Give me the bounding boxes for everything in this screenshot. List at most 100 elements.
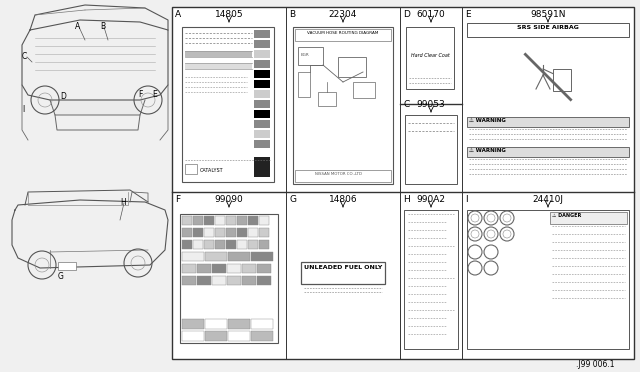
Text: H: H	[403, 195, 410, 204]
Bar	[172, 7, 634, 359]
Bar	[204, 216, 214, 225]
Bar	[242, 276, 256, 285]
Bar	[338, 57, 366, 77]
Text: C: C	[22, 52, 28, 61]
Bar	[228, 319, 250, 329]
Bar	[180, 214, 278, 343]
Bar	[212, 264, 226, 273]
Bar	[182, 240, 192, 249]
Bar	[193, 240, 203, 249]
Bar	[248, 228, 258, 237]
Bar	[182, 228, 192, 237]
Bar	[254, 100, 270, 108]
Bar	[204, 240, 214, 249]
Bar	[254, 30, 270, 38]
Bar	[318, 92, 336, 106]
Bar	[227, 264, 241, 273]
Bar	[204, 228, 214, 237]
Text: D: D	[403, 10, 410, 19]
Text: D: D	[60, 92, 66, 101]
Bar	[226, 240, 236, 249]
Text: 99090: 99090	[214, 195, 243, 204]
Text: 24410J: 24410J	[532, 195, 563, 204]
Text: 990A2: 990A2	[417, 195, 445, 204]
Text: F: F	[138, 90, 142, 99]
Bar	[248, 240, 258, 249]
Text: EGR: EGR	[301, 53, 310, 57]
Bar	[237, 228, 247, 237]
Bar	[205, 319, 227, 329]
Text: .J99 006.1: .J99 006.1	[577, 360, 615, 369]
Bar	[185, 164, 197, 174]
Text: CATALYST: CATALYST	[200, 168, 223, 173]
Text: F: F	[175, 195, 180, 204]
Bar	[215, 216, 225, 225]
Text: B: B	[289, 10, 295, 19]
Bar	[467, 147, 629, 157]
Bar	[58, 262, 76, 270]
Text: A: A	[75, 22, 80, 31]
Text: H: H	[120, 198, 125, 207]
Bar	[228, 331, 250, 341]
Bar	[251, 319, 273, 329]
Bar	[237, 216, 247, 225]
Bar	[301, 262, 385, 284]
Bar	[182, 264, 196, 273]
Bar	[254, 50, 270, 58]
Text: 60170: 60170	[417, 10, 445, 19]
Bar	[251, 331, 273, 341]
Text: VACUUM HOSE ROUTING DIAGRAM: VACUUM HOSE ROUTING DIAGRAM	[307, 31, 379, 35]
Bar	[254, 40, 270, 48]
Bar	[226, 228, 236, 237]
Bar	[257, 264, 271, 273]
Text: 98591N: 98591N	[531, 10, 566, 19]
Text: 14806: 14806	[329, 195, 357, 204]
Bar	[257, 276, 271, 285]
Bar	[254, 80, 270, 88]
Bar	[215, 228, 225, 237]
Bar	[353, 82, 375, 98]
Text: E: E	[465, 10, 470, 19]
Bar	[212, 276, 226, 285]
Text: NISSAN MOTOR CO.,LTD: NISSAN MOTOR CO.,LTD	[315, 172, 362, 176]
Text: ⚠ DANGER: ⚠ DANGER	[552, 213, 581, 218]
Bar	[467, 117, 629, 127]
Text: C: C	[403, 100, 409, 109]
Bar	[298, 72, 310, 97]
Bar	[185, 51, 252, 57]
Bar	[254, 130, 270, 138]
Bar	[237, 240, 247, 249]
Bar	[467, 210, 629, 349]
Bar	[215, 240, 225, 249]
Bar	[254, 90, 270, 98]
Bar	[248, 216, 258, 225]
Bar	[254, 120, 270, 128]
Text: SRS SIDE AIRBAG: SRS SIDE AIRBAG	[517, 25, 579, 30]
Bar	[406, 27, 454, 89]
Bar	[205, 331, 227, 341]
Polygon shape	[50, 100, 145, 115]
Bar	[293, 27, 393, 184]
Bar	[227, 276, 241, 285]
Text: UNLEADED FUEL ONLY: UNLEADED FUEL ONLY	[304, 265, 382, 270]
Bar	[259, 228, 269, 237]
Bar	[197, 264, 211, 273]
Bar	[254, 60, 270, 68]
Bar	[193, 216, 203, 225]
Bar	[467, 23, 629, 37]
Bar	[205, 252, 227, 261]
Text: 14805: 14805	[214, 10, 243, 19]
Bar	[295, 29, 391, 41]
Text: 99053: 99053	[417, 100, 445, 109]
Text: I: I	[22, 105, 24, 114]
Bar	[553, 69, 571, 91]
Bar	[182, 252, 204, 261]
Bar	[242, 264, 256, 273]
Text: Hard Clear Coat: Hard Clear Coat	[411, 52, 449, 58]
Bar	[182, 331, 204, 341]
Bar	[259, 216, 269, 225]
Bar	[254, 140, 270, 148]
Bar	[254, 157, 270, 177]
Bar	[251, 252, 273, 261]
Bar	[254, 110, 270, 118]
